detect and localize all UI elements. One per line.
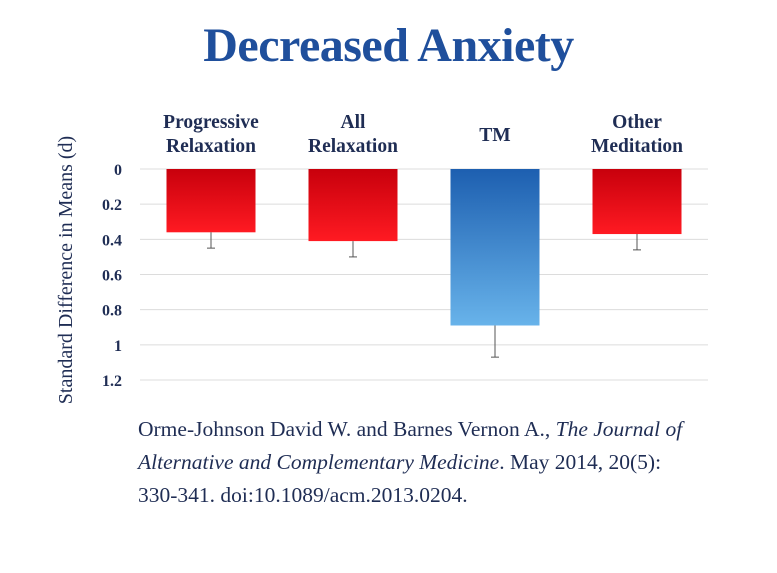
bar-1	[308, 169, 398, 242]
bar-2	[450, 169, 540, 326]
citation-authors: Orme-Johnson David W. and Barnes Vernon …	[138, 417, 556, 441]
slide-title: Decreased Anxiety	[203, 19, 574, 72]
y-tick-label: 1	[114, 338, 122, 355]
y-tick-label: 0.6	[102, 268, 122, 285]
bar-0	[166, 169, 256, 233]
category-label: Other	[612, 112, 662, 133]
category-label: Relaxation	[166, 136, 256, 157]
citation-details: . May 2014, 20(5): 330-341. doi:10.1089/…	[138, 450, 662, 507]
y-tick-label: 0.2	[102, 197, 122, 214]
y-tick-label: 1.2	[102, 373, 122, 390]
citation-journal: The Journal of Alternative and Complemen…	[138, 417, 683, 474]
y-axis-label: Standard Difference in Means (d)	[55, 136, 77, 404]
bar-3	[592, 169, 682, 235]
category-label: Progressive	[163, 112, 259, 133]
citation: Orme-Johnson David W. and Barnes Vernon …	[138, 413, 698, 512]
y-tick-label: 0.8	[102, 303, 122, 320]
y-tick-labels: 0 0.2 0.4 0.6 0.8 1 1.2	[102, 162, 122, 390]
y-tick-label: 0	[114, 162, 122, 179]
y-tick-label: 0.4	[102, 232, 122, 249]
category-labels: Progressive Relaxation All Relaxation TM Othe…	[163, 112, 683, 157]
category-label: Meditation	[591, 136, 683, 157]
bars	[166, 169, 682, 326]
error-bars	[207, 232, 641, 358]
category-label: Relaxation	[308, 136, 398, 157]
category-label: All	[341, 112, 367, 133]
category-label: TM	[479, 125, 510, 146]
